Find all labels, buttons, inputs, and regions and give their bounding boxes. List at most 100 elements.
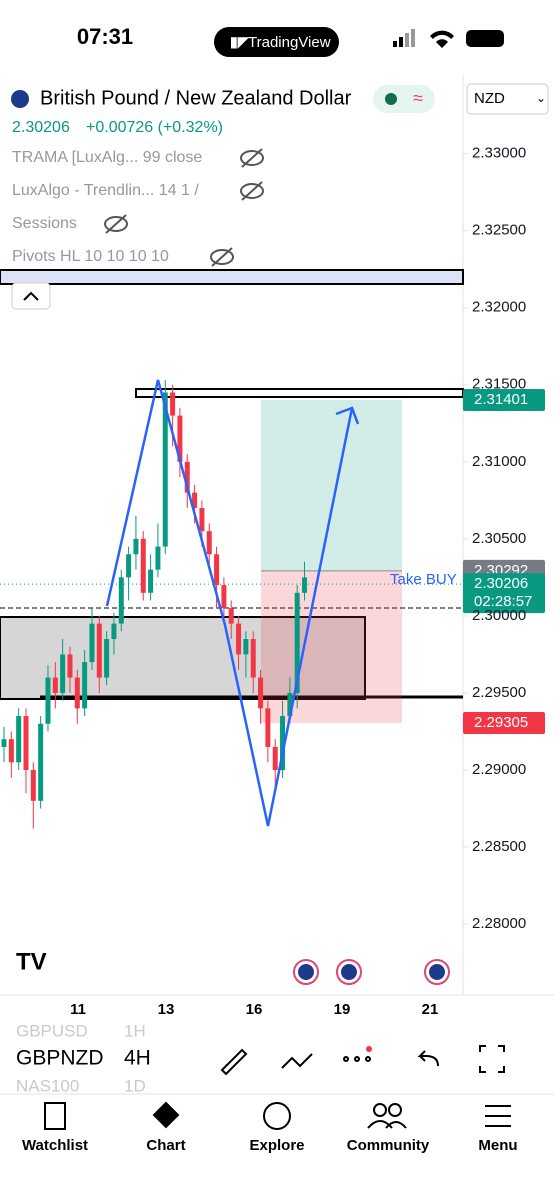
watchlist-symbol[interactable]: GBPNZD: [16, 1047, 104, 1070]
target-tag-bg: [463, 389, 545, 412]
countdown: 02:28:57: [474, 593, 532, 610]
candle-body: [199, 508, 205, 532]
candle-body: [74, 677, 80, 709]
candle-body: [104, 639, 110, 678]
y-tick-label: 2.30000: [472, 607, 526, 624]
candle-body: [16, 716, 22, 763]
candle-body: [228, 608, 234, 624]
indicator[interactable]: TRAMA [LuxAlg... 99 close: [12, 149, 202, 166]
candle-body: [8, 739, 14, 763]
candle-body: [89, 623, 95, 663]
candle-body: [140, 538, 146, 593]
arrow-head: [335, 406, 360, 425]
pattern-line: [105, 379, 354, 827]
tab-label[interactable]: Explore: [249, 1137, 304, 1154]
x-tick-label: 11: [70, 1001, 86, 1018]
candle-body: [126, 554, 132, 578]
y-tick-label: 2.31000: [472, 453, 526, 470]
candle-body: [30, 770, 36, 801]
y-tick-label: 2.28000: [472, 915, 526, 932]
status-time: 07:31: [77, 24, 133, 49]
app-name: TradingView: [248, 34, 331, 51]
candle-body: [38, 723, 44, 801]
eye-slash: [105, 214, 127, 234]
currency-select[interactable]: [466, 83, 549, 115]
candle-body: [236, 623, 242, 655]
tv-logo: TV: [16, 948, 47, 975]
y-tick-label: 2.28500: [472, 838, 526, 855]
market-status[interactable]: [373, 85, 435, 113]
candle-body: [96, 623, 102, 678]
hidden-eye-icon[interactable]: [210, 249, 234, 265]
y-tick-label: 2.33000: [472, 145, 526, 162]
eye-slash: [241, 148, 263, 168]
candle-body: [170, 392, 176, 416]
select-arrow: ⌄: [536, 91, 546, 105]
candle-body: [118, 577, 124, 624]
candle-body: [155, 546, 161, 570]
candle-body: [133, 538, 139, 555]
stop-zone: [261, 570, 402, 724]
hidden-eye-icon[interactable]: [240, 150, 264, 166]
y-tick-label: 2.32000: [472, 299, 526, 316]
tab-label[interactable]: Chart: [146, 1137, 185, 1154]
candle-body: [162, 392, 168, 547]
x-tick-label: 13: [158, 1001, 175, 1018]
currency[interactable]: NZD: [474, 90, 505, 107]
candle-body: [192, 492, 198, 509]
target-tag: 2.31401: [474, 391, 528, 408]
tab-label[interactable]: Community: [347, 1137, 430, 1154]
candle-body: [265, 708, 271, 747]
app-pill: [214, 27, 339, 57]
hidden-eye-icon[interactable]: [240, 183, 264, 199]
last-tag-bg: [463, 573, 545, 614]
candle-body: [148, 569, 154, 593]
candle-body: [214, 554, 220, 586]
event-flags: [293, 959, 450, 985]
y-tick-label: 2.31500: [472, 376, 526, 393]
tv-mini-logo: ▮◤: [230, 34, 250, 50]
chart: [0, 153, 468, 925]
notify-dot: [366, 1046, 372, 1052]
tab-icons: [44, 1101, 511, 1130]
x-tick-label: 21: [422, 1001, 439, 1018]
y-tick-label: 2.29000: [472, 761, 526, 778]
x-tick-label: 16: [246, 1001, 263, 1018]
candle-body: [206, 531, 212, 555]
pivot-band: [0, 269, 464, 285]
watchlist-interval[interactable]: 1H: [124, 1021, 146, 1040]
indicator[interactable]: Sessions: [12, 215, 77, 232]
candle-body: [221, 585, 227, 609]
symbol-name[interactable]: British Pound / New Zealand Dollar: [40, 87, 352, 109]
indicator[interactable]: Pivots HL 10 10 10 10: [12, 248, 169, 265]
candle-body: [250, 639, 256, 678]
watchlist-symbol[interactable]: GBPUSD: [16, 1021, 88, 1040]
watchlist-interval[interactable]: 1D: [124, 1076, 146, 1095]
y-tick-label: 2.29500: [472, 684, 526, 701]
flag-icon: [11, 90, 29, 108]
eye-slash: [211, 247, 233, 267]
candle-body: [280, 716, 286, 771]
last-tag: 2.30206: [474, 575, 528, 592]
watchlist-interval[interactable]: 4H: [124, 1047, 151, 1070]
stop-tag-bg: [463, 712, 545, 735]
status-dot: [385, 93, 397, 105]
candle-body: [111, 623, 117, 640]
candle-body: [243, 639, 249, 655]
tab-label[interactable]: Watchlist: [22, 1137, 88, 1154]
collapse-button[interactable]: [11, 282, 51, 310]
position-label: Take BUY: [390, 571, 457, 588]
watchlist-symbol[interactable]: NAS100: [16, 1076, 79, 1095]
indicator[interactable]: LuxAlgo - Trendlin... 14 1 /: [12, 182, 199, 199]
resistance-zone: [135, 388, 464, 398]
tab-label[interactable]: Menu: [478, 1137, 517, 1154]
stop-tag: 2.29305: [474, 714, 528, 731]
candle-body: [45, 677, 51, 724]
candle-body: [67, 654, 73, 678]
price: 2.30206: [12, 119, 70, 136]
waves-icon: ≈: [413, 88, 423, 108]
hidden-eye-icon[interactable]: [104, 216, 128, 232]
target-zone: [261, 400, 402, 571]
